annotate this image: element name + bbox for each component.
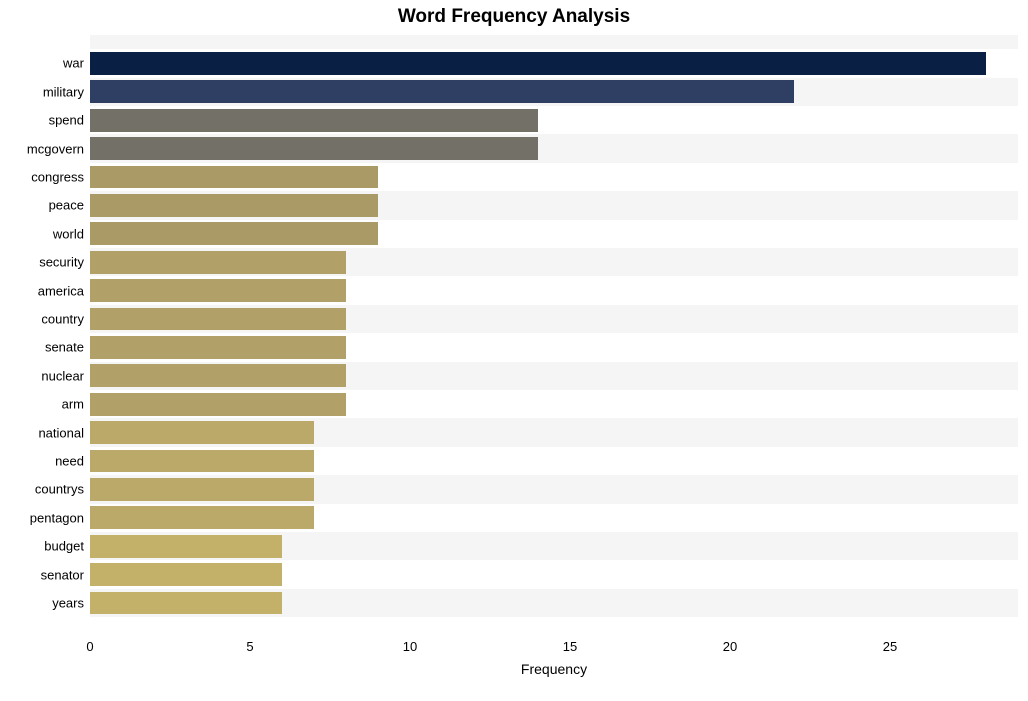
y-tick-label: arm (62, 397, 90, 412)
bar-row: nuclear (90, 364, 1018, 387)
bar (90, 506, 314, 529)
x-tick-label: 0 (86, 639, 93, 654)
y-tick-label: nuclear (41, 368, 90, 383)
x-tick-label: 10 (403, 639, 417, 654)
bar-row: security (90, 251, 1018, 274)
y-tick-label: war (63, 56, 90, 71)
y-tick-label: need (55, 453, 90, 468)
plot-area: war military spend mcgovern congress peace wor… (90, 35, 1018, 631)
bar-row: budget (90, 535, 1018, 558)
x-axis: Frequency 0510152025 (90, 631, 1018, 681)
bar-row: years (90, 592, 1018, 615)
y-tick-label: congress (31, 169, 90, 184)
bar-row: national (90, 421, 1018, 444)
bar-row: peace (90, 194, 1018, 217)
plot-band (90, 35, 1018, 49)
bar (90, 478, 314, 501)
x-tick-label: 25 (883, 639, 897, 654)
y-tick-label: peace (49, 198, 90, 213)
bar-row: senate (90, 336, 1018, 359)
bar (90, 109, 538, 132)
y-tick-label: country (41, 311, 90, 326)
bar-row: america (90, 279, 1018, 302)
word-frequency-chart: Word Frequency Analysis warmilitaryspend… (0, 0, 1028, 701)
bar-row: military (90, 80, 1018, 103)
bar-row: spend (90, 109, 1018, 132)
bar (90, 194, 378, 217)
bar-row: pentagon (90, 506, 1018, 529)
bar-row: arm (90, 393, 1018, 416)
bar-row: congress (90, 166, 1018, 189)
bar (90, 52, 986, 75)
bar (90, 364, 346, 387)
bar-row: need (90, 450, 1018, 473)
bar-row: senator (90, 563, 1018, 586)
bar (90, 251, 346, 274)
bar (90, 421, 314, 444)
y-tick-label: world (53, 226, 90, 241)
bar-row: mcgovern (90, 137, 1018, 160)
bar-row: country (90, 308, 1018, 331)
bar (90, 308, 346, 331)
bar-row: countrys (90, 478, 1018, 501)
y-tick-label: national (38, 425, 90, 440)
bar-row: war (90, 52, 1018, 75)
chart-title: Word Frequency Analysis (0, 6, 1028, 28)
y-tick-label: america (38, 283, 90, 298)
y-tick-label: spend (49, 113, 90, 128)
bar-row: world (90, 222, 1018, 245)
x-tick-label: 15 (563, 639, 577, 654)
y-tick-label: senate (45, 340, 90, 355)
bar (90, 279, 346, 302)
bar (90, 80, 794, 103)
y-tick-label: years (52, 595, 90, 610)
x-axis-label: Frequency (90, 661, 1018, 677)
y-tick-label: military (43, 84, 90, 99)
y-tick-label: senator (41, 567, 90, 582)
bar (90, 166, 378, 189)
y-tick-label: budget (44, 539, 90, 554)
y-tick-label: pentagon (30, 510, 90, 525)
bar (90, 137, 538, 160)
y-tick-label: countrys (35, 482, 90, 497)
bar (90, 222, 378, 245)
bar (90, 393, 346, 416)
x-tick-label: 5 (246, 639, 253, 654)
bar (90, 336, 346, 359)
bar (90, 535, 282, 558)
x-tick-label: 20 (723, 639, 737, 654)
bar (90, 563, 282, 586)
y-tick-label: mcgovern (27, 141, 90, 156)
bar (90, 450, 314, 473)
bar (90, 592, 282, 615)
y-tick-label: security (39, 255, 90, 270)
